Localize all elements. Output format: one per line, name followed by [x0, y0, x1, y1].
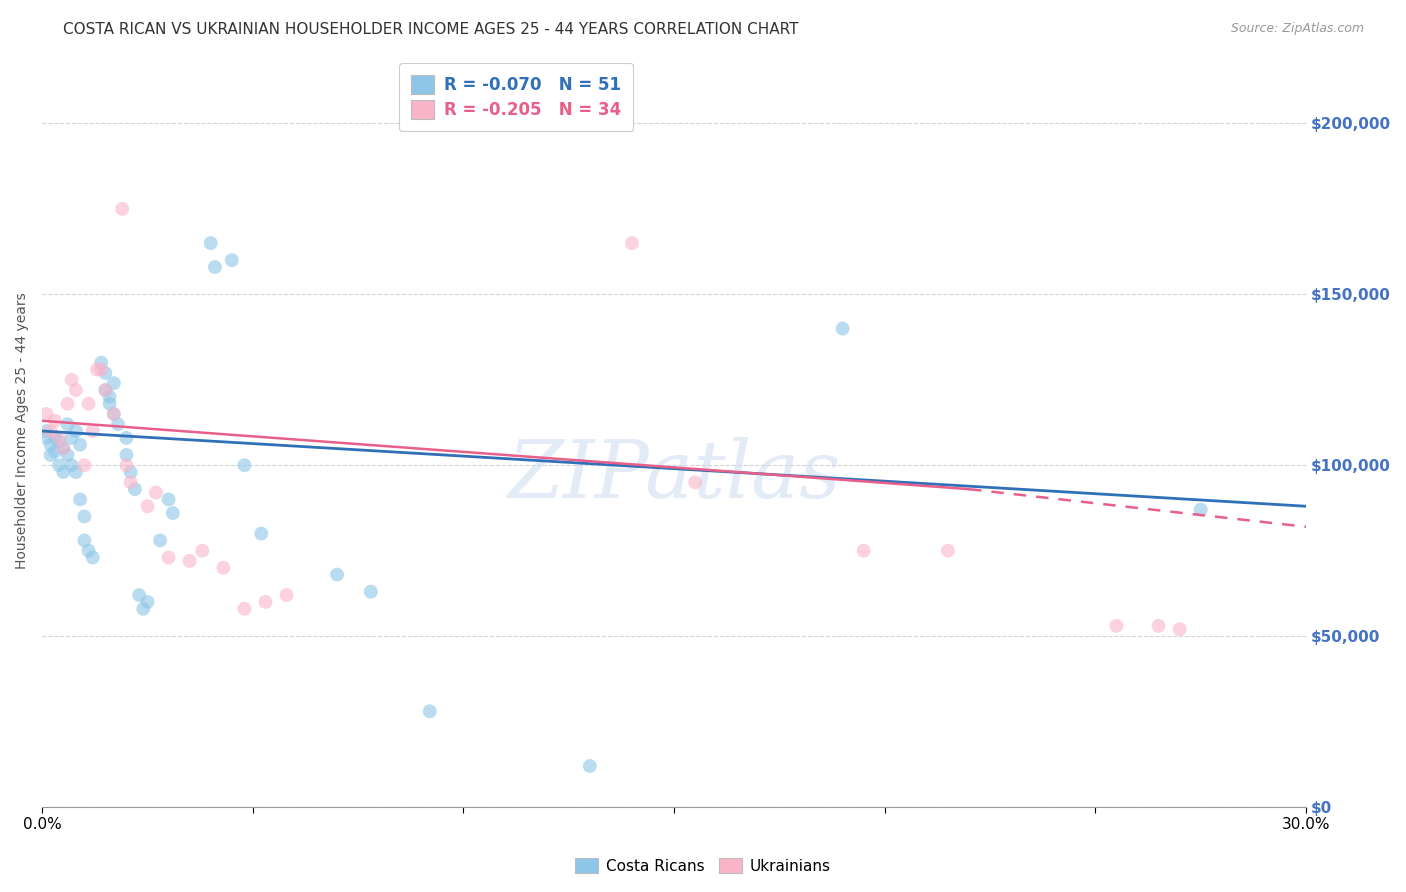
Point: [82, 424, 104, 438]
Point: [39, 424, 62, 438]
Point: [233, 458, 256, 473]
Point: [250, 526, 273, 541]
Point: [77, 397, 100, 411]
Point: [1147, 619, 1170, 633]
Point: [60, 458, 83, 473]
Point: [35, 431, 58, 445]
Point: [157, 550, 180, 565]
Point: [39, 448, 62, 462]
Point: [233, 601, 256, 615]
Point: [115, 458, 138, 473]
Point: [56, 448, 79, 462]
Point: [276, 588, 298, 602]
Text: Source: ZipAtlas.com: Source: ZipAtlas.com: [1230, 22, 1364, 36]
Text: COSTA RICAN VS UKRAINIAN HOUSEHOLDER INCOME AGES 25 - 44 YEARS CORRELATION CHART: COSTA RICAN VS UKRAINIAN HOUSEHOLDER INC…: [63, 22, 799, 37]
Point: [136, 500, 159, 514]
Point: [326, 567, 349, 582]
Point: [120, 465, 142, 479]
Point: [111, 202, 134, 216]
Point: [200, 236, 222, 251]
Point: [145, 485, 167, 500]
Text: ZIPatlas: ZIPatlas: [508, 437, 841, 515]
Point: [65, 383, 87, 397]
Point: [149, 533, 172, 548]
Point: [204, 260, 226, 274]
Point: [35, 424, 58, 438]
Point: [52, 441, 75, 455]
Point: [162, 506, 184, 520]
Point: [419, 704, 441, 718]
Point: [620, 236, 643, 251]
Point: [683, 475, 706, 490]
Legend: Costa Ricans, Ukrainians: Costa Ricans, Ukrainians: [569, 852, 837, 880]
Point: [44, 414, 66, 428]
Point: [94, 383, 117, 397]
Legend: R = -0.070   N = 51, R = -0.205   N = 34: R = -0.070 N = 51, R = -0.205 N = 34: [399, 63, 633, 131]
Point: [56, 397, 79, 411]
Point: [191, 543, 214, 558]
Point: [48, 458, 70, 473]
Point: [98, 397, 121, 411]
Point: [60, 431, 83, 445]
Point: [1168, 622, 1191, 636]
Point: [103, 376, 125, 391]
Point: [52, 465, 75, 479]
Point: [360, 584, 382, 599]
Point: [82, 550, 104, 565]
Point: [103, 407, 125, 421]
Point: [52, 441, 75, 455]
Point: [103, 407, 125, 421]
Point: [60, 373, 83, 387]
Point: [73, 509, 96, 524]
Point: [94, 366, 117, 380]
Point: [94, 383, 117, 397]
Point: [579, 759, 602, 773]
Point: [48, 434, 70, 449]
Point: [90, 362, 112, 376]
Point: [132, 601, 155, 615]
Point: [128, 588, 150, 602]
Point: [1105, 619, 1128, 633]
Point: [254, 595, 277, 609]
Point: [69, 438, 91, 452]
Point: [65, 424, 87, 438]
Point: [124, 482, 146, 496]
Point: [136, 595, 159, 609]
Y-axis label: Householder Income Ages 25 - 44 years: Householder Income Ages 25 - 44 years: [15, 293, 30, 569]
Point: [44, 431, 66, 445]
Point: [86, 362, 108, 376]
Point: [852, 543, 875, 558]
Point: [90, 356, 112, 370]
Point: [39, 438, 62, 452]
Point: [69, 492, 91, 507]
Point: [44, 444, 66, 458]
Point: [98, 390, 121, 404]
Point: [115, 431, 138, 445]
Point: [212, 561, 235, 575]
Point: [56, 417, 79, 432]
Point: [115, 448, 138, 462]
Point: [221, 253, 243, 268]
Point: [48, 431, 70, 445]
Point: [107, 417, 129, 432]
Point: [157, 492, 180, 507]
Point: [1189, 502, 1212, 516]
Point: [65, 465, 87, 479]
Point: [77, 543, 100, 558]
Point: [831, 321, 853, 335]
Point: [120, 475, 142, 490]
Point: [35, 407, 58, 421]
Point: [73, 458, 96, 473]
Point: [936, 543, 959, 558]
Point: [73, 533, 96, 548]
Point: [179, 554, 201, 568]
